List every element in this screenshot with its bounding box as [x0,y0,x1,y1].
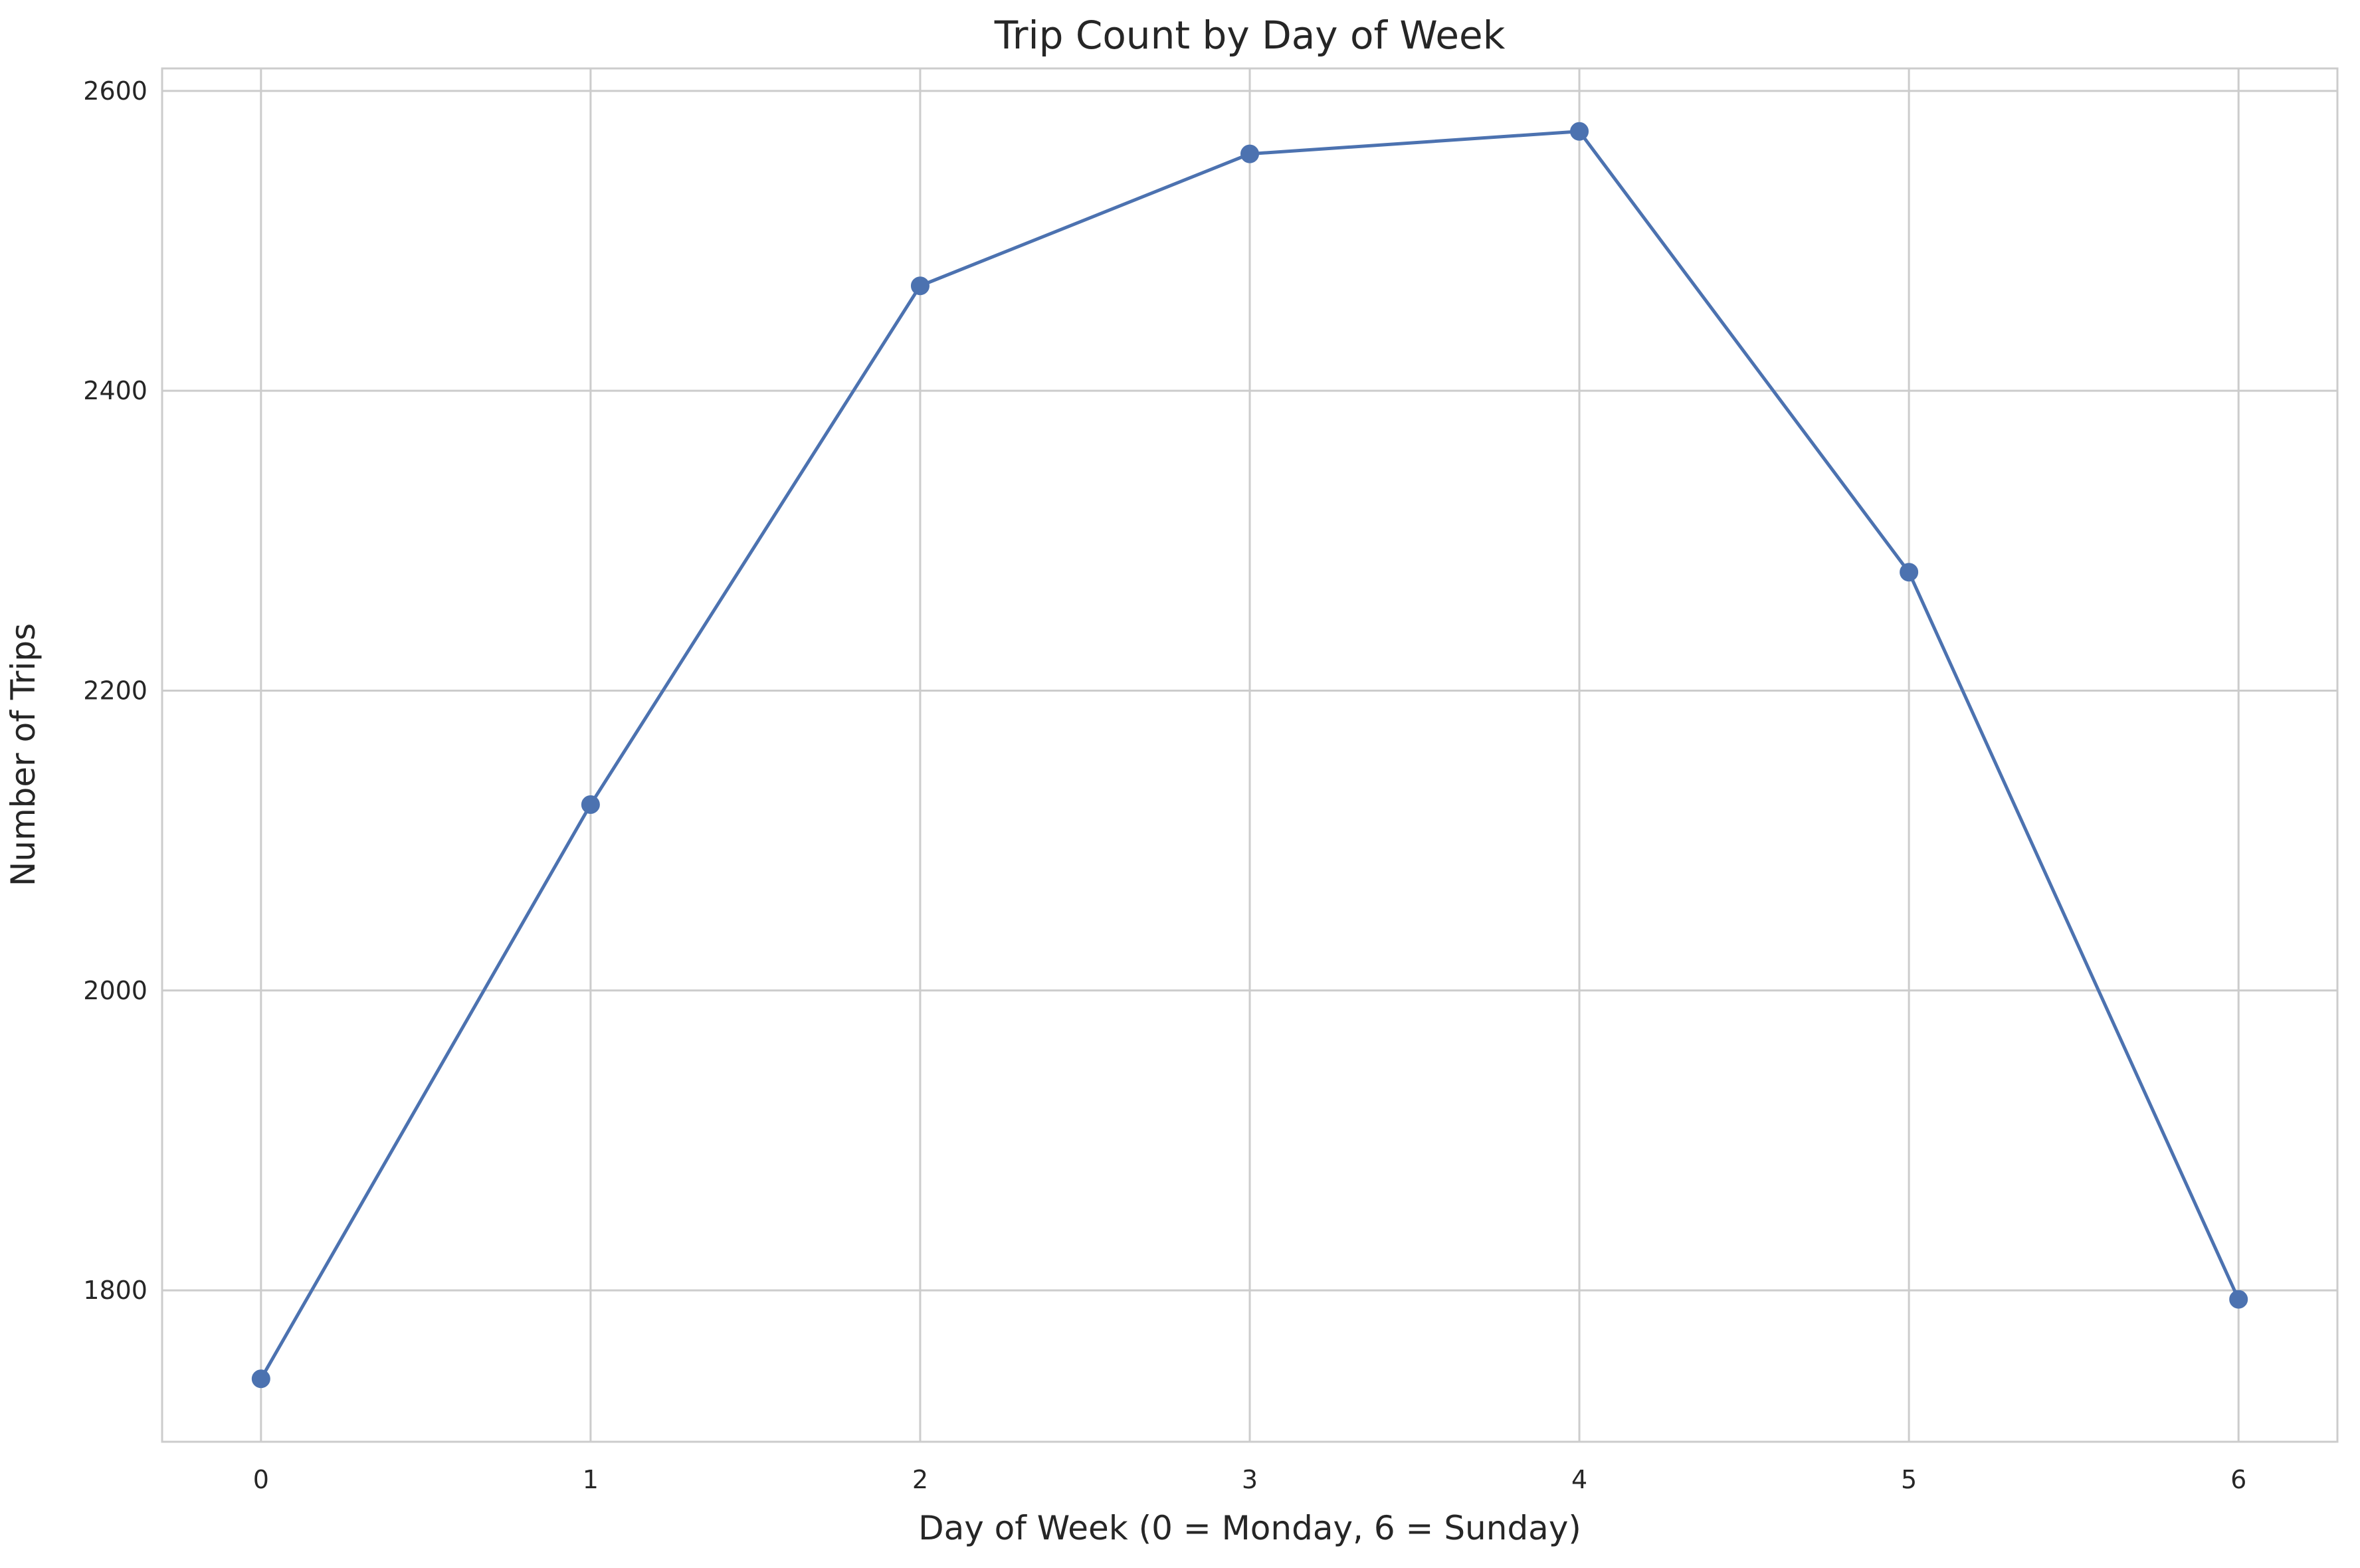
y-axis-label: Number of Trips [4,623,43,886]
x-tick-label: 0 [253,1465,269,1494]
x-tick-label: 5 [1901,1465,1917,1494]
plot-area-frame [161,67,2339,1443]
series-layer [251,122,2248,1389]
y-tick-label: 2000 [83,976,148,1005]
x-tick-label: 6 [2230,1465,2246,1494]
data-point [1240,144,1259,163]
data-point [1570,122,1589,141]
y-tick-label: 2600 [83,76,148,106]
x-tick-label: 3 [1242,1465,1258,1494]
x-tick-label: 1 [583,1465,599,1494]
y-tick-label: 2200 [83,676,148,705]
data-point [581,795,600,814]
x-tick-label: 4 [1571,1465,1587,1494]
tick-labels: 0 1 2 3 4 5 6 1800 2000 2200 2400 2600 [83,76,2246,1494]
y-tick-label: 1800 [83,1276,148,1305]
data-point [251,1369,270,1389]
chart-title: Trip Count by Day of Week [994,13,1506,58]
data-point [2229,1290,2248,1309]
data-point [1900,563,1919,582]
grid-layer [162,68,2337,1442]
x-axis-label: Day of Week (0 = Monday, 6 = Sunday) [918,1509,1581,1547]
x-tick-label: 2 [912,1465,928,1494]
data-point [910,276,930,296]
y-tick-label: 2400 [83,376,148,405]
